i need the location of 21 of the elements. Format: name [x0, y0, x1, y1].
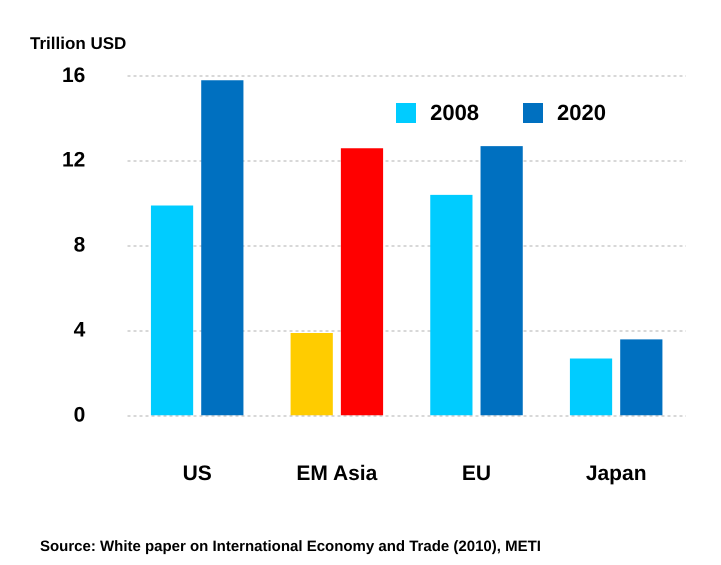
y-axis-title: Trillion USD [30, 34, 126, 54]
bar [430, 194, 472, 416]
bar [340, 148, 384, 416]
bar [620, 339, 662, 416]
x-tick-label: US [182, 462, 212, 486]
y-tick-label: 16 [62, 64, 86, 87]
bar [150, 206, 194, 416]
bar [290, 332, 333, 416]
y-tick-label: 8 [74, 234, 86, 257]
x-tick-label: EU [462, 462, 492, 486]
x-tick-label: EM Asia [296, 462, 378, 486]
legend-label: 2008 [430, 100, 480, 126]
bar [480, 146, 523, 416]
bar [570, 358, 612, 416]
y-tick-label: 4 [74, 318, 86, 342]
source-note: Source: White paper on International Economy and Trade (2010), METI [40, 538, 541, 555]
legend-label: 2020 [557, 100, 606, 126]
y-tick-label: 12 [62, 148, 86, 172]
y-tick-label: 0 [74, 404, 86, 427]
bar [201, 80, 244, 416]
x-tick-label: Japan [586, 462, 647, 486]
